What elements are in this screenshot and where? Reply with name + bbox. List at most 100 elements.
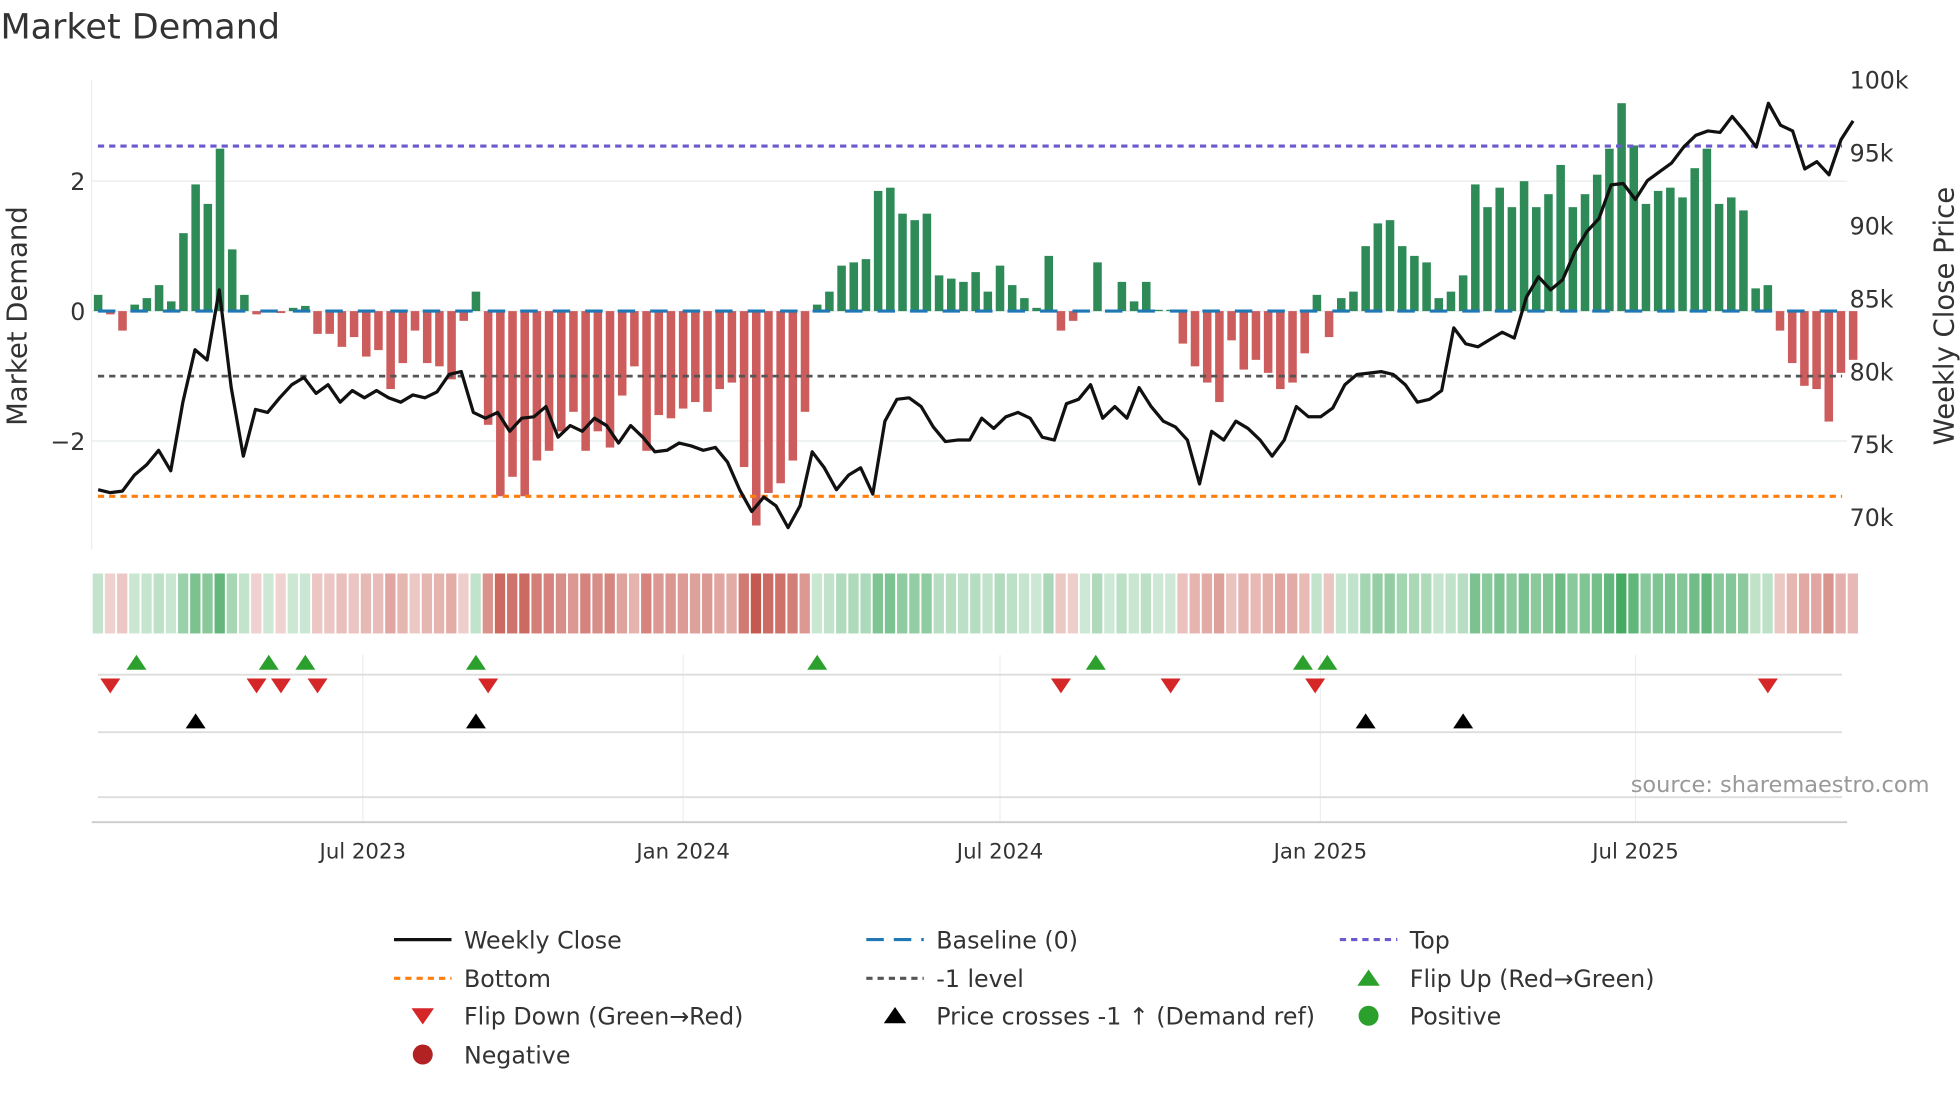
demand-heat-cell [1055,573,1066,634]
demand-bar [386,311,395,390]
demand-heat-cell [616,573,628,634]
y-tick-label: 0 [70,298,85,326]
chart-title: Market Demand [0,8,280,48]
demand-heat-cell [897,573,908,634]
demand-heat-cell [507,573,518,634]
demand-heat-cell [628,573,640,634]
demand-bar [435,311,444,367]
demand-heat-cell [482,573,493,634]
demand-heat-cell [945,573,957,634]
demand-bar [825,291,834,312]
demand-heat-cell [1079,573,1091,634]
demand-bar [1263,311,1273,373]
demand-heat-cell [555,573,567,634]
demand-bar [349,311,359,338]
demand-bar [910,220,919,312]
demand-heat-cell [872,573,883,634]
demand-bar [654,311,664,416]
demand-heat-cell [470,573,481,634]
demand-bar [447,311,456,380]
demand-bar [1446,291,1456,312]
demand-heat-cell [1104,573,1115,634]
demand-heat-cell [1433,573,1444,634]
demand-bar [301,305,310,312]
demand-heat-cell [592,573,603,634]
demand-heat-cell [1689,573,1700,634]
demand-heat-cell [811,573,823,634]
demand-heat-cell [933,573,944,634]
demand-heat-cell [1250,573,1261,634]
demand-heat-cell [1798,573,1810,634]
demand-heat-cell [1482,573,1493,634]
demand-bar [337,311,347,347]
demand-heat-cell [1445,573,1456,634]
demand-heat-cell [1542,573,1554,634]
demand-bar [812,304,822,312]
demand-bar [1666,187,1675,312]
demand-heat-cell [1372,573,1383,634]
demand-heat-cell [202,573,213,634]
demand-bar [1629,145,1639,312]
demand-heat-cell [263,573,274,634]
demand-bar [1605,148,1614,312]
demand-bar [1580,194,1590,312]
demand-heat-cell [762,573,774,634]
demand-heat-cell [750,573,762,634]
demand-heat-cell [458,573,469,634]
demand-heat-cell [970,573,981,634]
demand-bar [800,311,810,412]
legend-negative-label: Negative [464,1041,570,1069]
demand-heat-cell [299,573,311,634]
flip-up-marker [465,654,486,670]
demand-heat-cell [348,573,359,634]
demand-bar [544,311,554,451]
demand-heat-cell [153,573,164,634]
demand-heat-cell [238,573,250,634]
demand-heat-cell [604,573,615,634]
demand-heat-cell [1835,573,1846,634]
demand-bar [1763,285,1773,312]
demand-bar [325,311,334,334]
demand-bar [1239,311,1249,370]
demand-heat-cell [1396,573,1408,634]
demand-heat-cell [1262,573,1273,634]
price-cross-marker [1453,713,1474,729]
demand-heat-cell [1274,573,1286,634]
demand-bar [471,291,481,312]
demand-bar [93,294,103,312]
legend-baseline-0-label: Baseline (0) [936,926,1078,954]
demand-heat-cell [1506,573,1517,634]
demand-heat-cell [1603,573,1615,634]
demand-bar [1056,311,1066,331]
demand-heat-cell [799,573,810,634]
demand-heat-cell [567,573,579,634]
demand-bar [776,311,785,484]
demand-bar [1848,311,1858,360]
demand-bar [1349,291,1358,312]
demand-bar [1385,220,1395,312]
demand-bar [520,311,529,497]
demand-bar [971,272,980,312]
demand-heat-cell [836,573,847,634]
demand-heat-cell [1616,573,1627,634]
demand-heat-cell [531,573,542,634]
y2-axis-label: Weekly Close Price [1928,187,1960,445]
demand-heat-cell [1713,573,1724,634]
demand-heat-cell [104,573,116,634]
demand-heat-cell [1299,573,1310,634]
demand-heat-cell [909,573,920,634]
demand-heat-cell [1823,573,1834,634]
demand-heat-cell [1494,573,1505,634]
demand-heat-cell [494,573,506,634]
demand-bar [764,311,773,494]
demand-bar [1361,246,1370,312]
demand-heat-cell [714,573,725,634]
demand-bar [1142,281,1151,312]
y2-tick-label: 95k [1850,140,1894,168]
demand-heat-cell [1031,573,1042,634]
x-tick-label: Jul 2024 [955,839,1043,864]
demand-bar [1556,164,1565,312]
demand-heat-cell [580,573,591,634]
demand-bar [922,213,932,312]
demand-bar [1154,309,1163,312]
